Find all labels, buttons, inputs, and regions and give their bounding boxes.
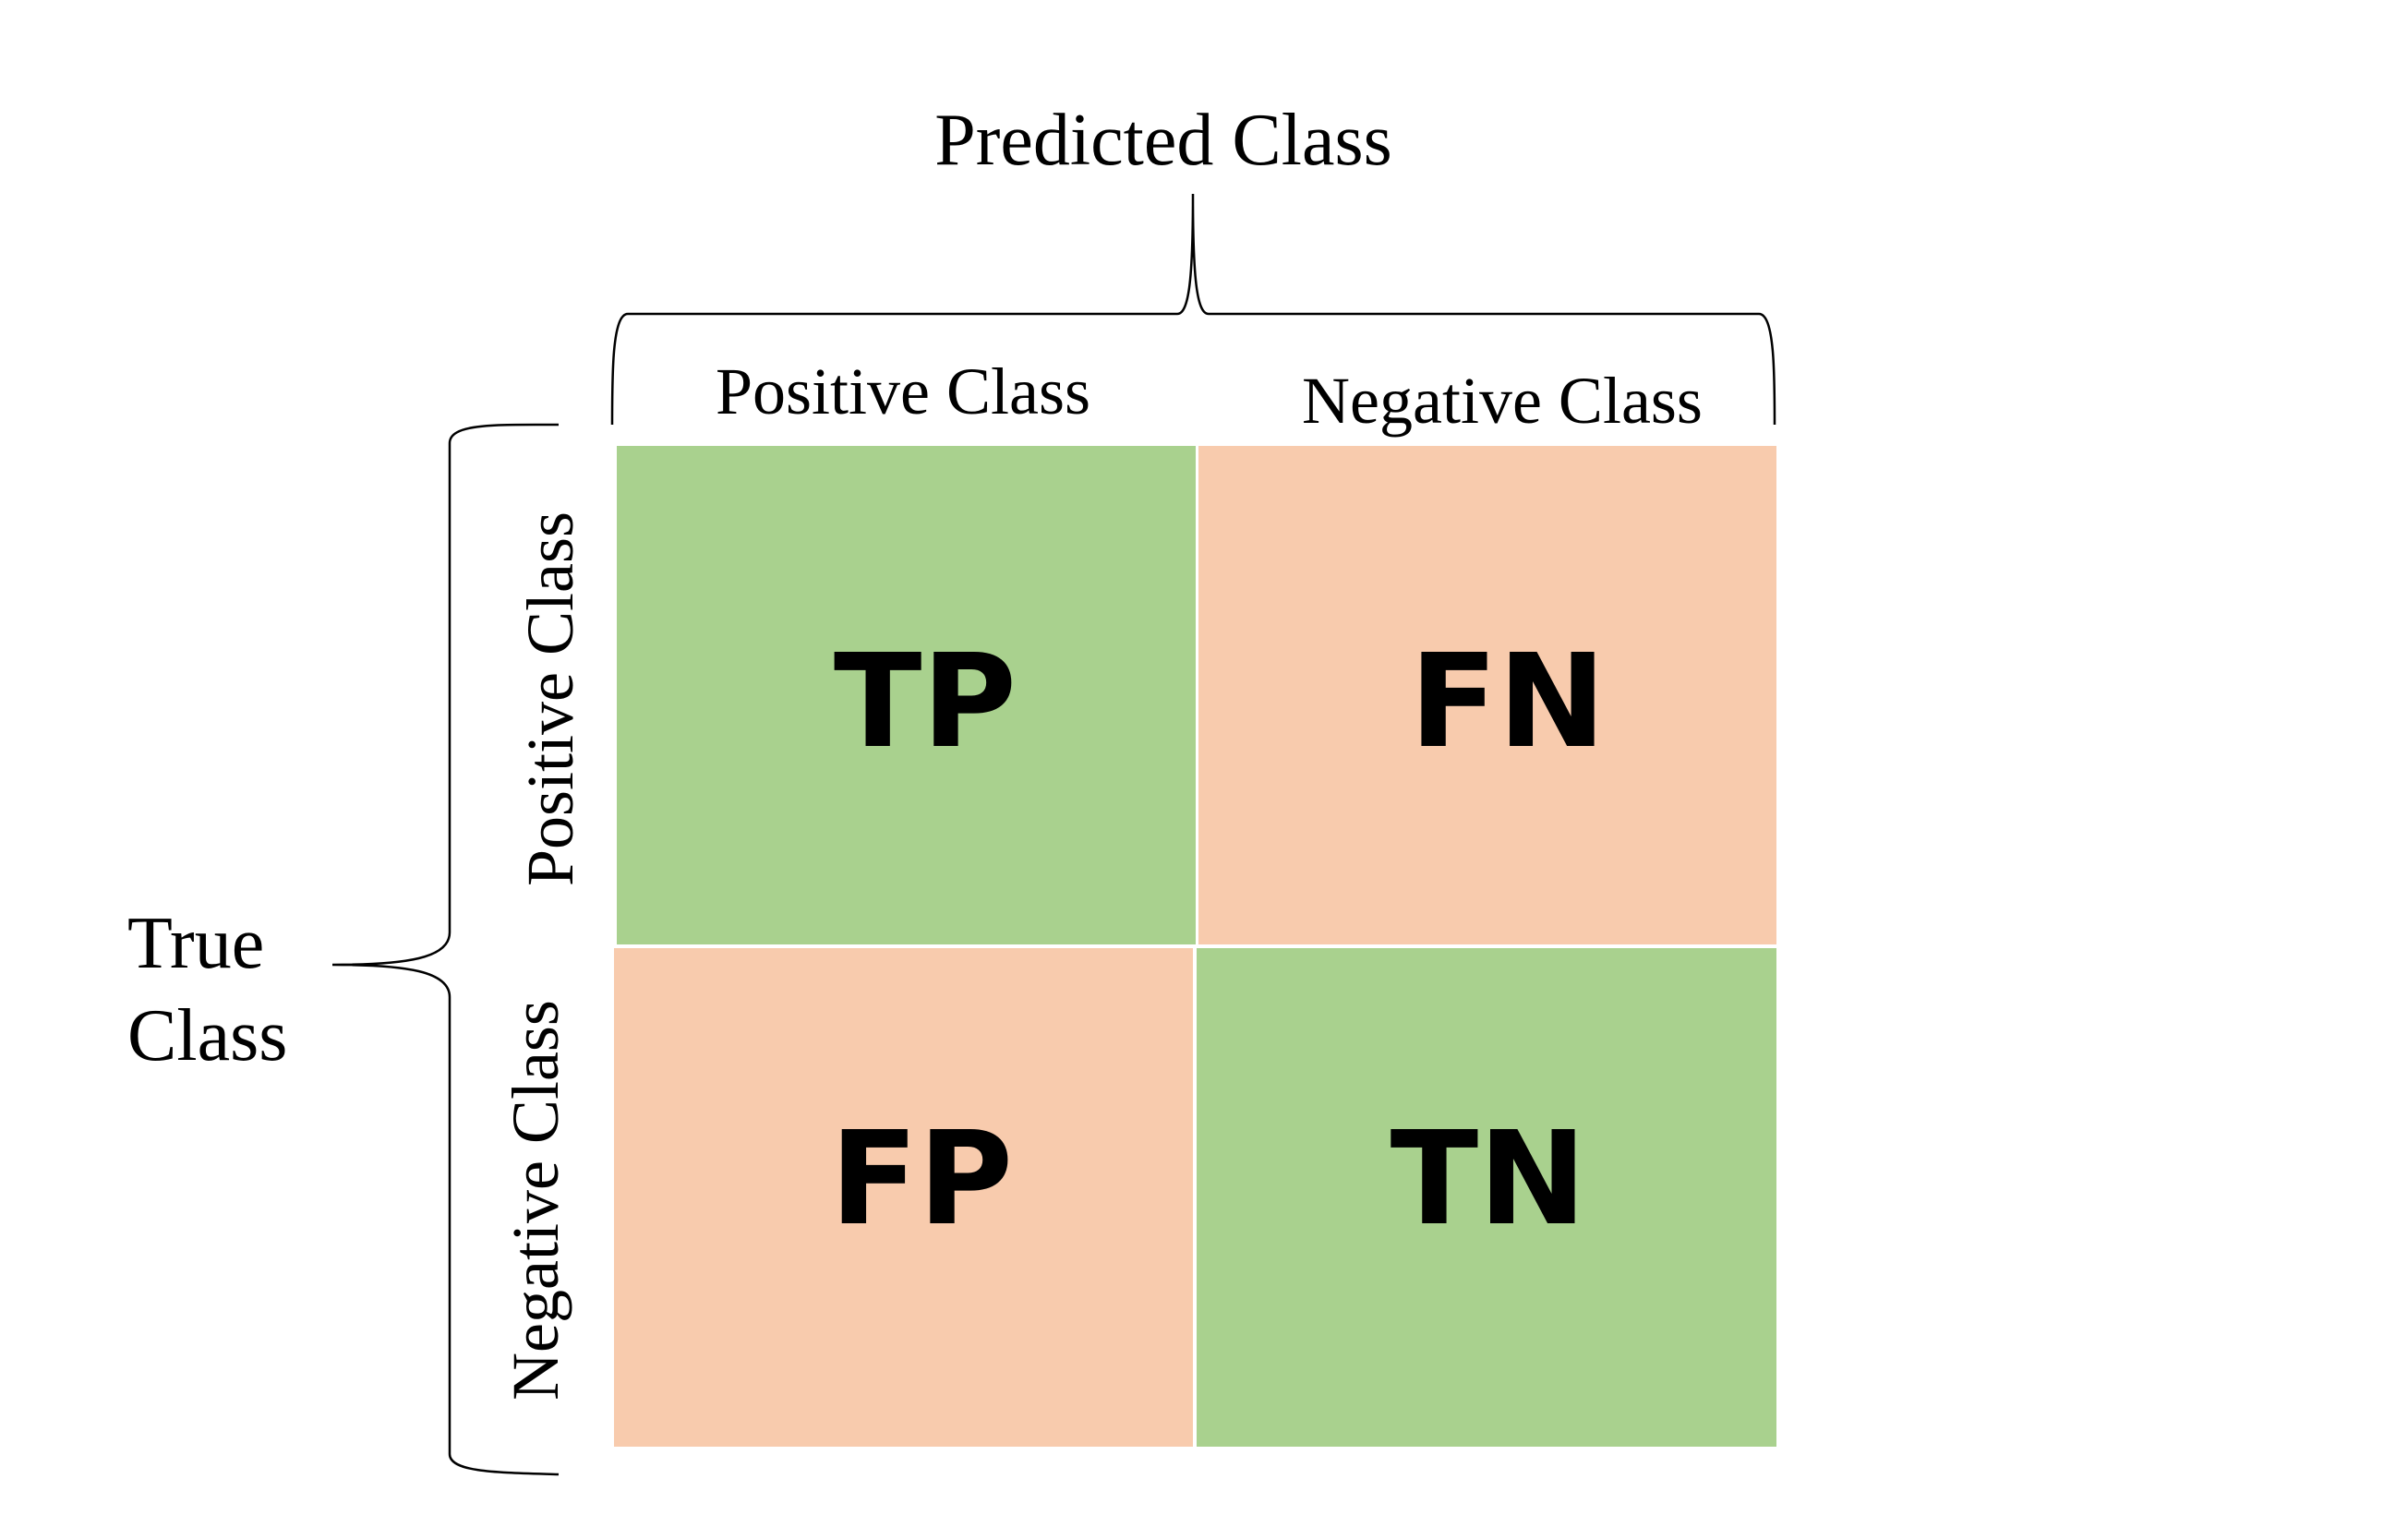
true-class-title-line1: True bbox=[127, 903, 264, 984]
true-class-brace bbox=[331, 423, 560, 1476]
cell-fn bbox=[1198, 446, 1776, 944]
column-header-positive: Positive Class bbox=[716, 355, 1090, 428]
cell-tn bbox=[1197, 948, 1776, 1447]
column-header-negative: Negative Class bbox=[1302, 364, 1703, 438]
cell-tp bbox=[617, 446, 1196, 944]
row-header-positive: Positive Class bbox=[513, 511, 587, 886]
cell-tn-label: TN bbox=[1391, 1104, 1587, 1255]
predicted-class-title: Predicted Class bbox=[934, 100, 1391, 181]
cell-tp-label: TP bbox=[834, 627, 1017, 777]
cell-fn-label: FN bbox=[1410, 627, 1607, 777]
cell-fp-label: FP bbox=[830, 1104, 1013, 1255]
predicted-class-brace bbox=[610, 193, 1776, 426]
row-header-negative: Negative Class bbox=[499, 1000, 572, 1401]
true-class-title-line2: Class bbox=[127, 995, 287, 1076]
cell-fp bbox=[614, 948, 1193, 1447]
